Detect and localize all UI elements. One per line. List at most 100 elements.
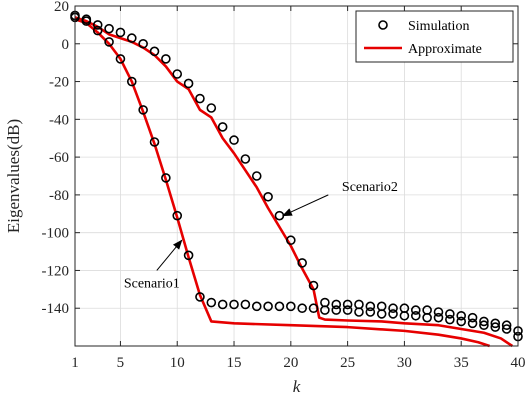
- data-point-simulation: [365, 301, 376, 312]
- x-tick-label: 35: [454, 355, 469, 371]
- data-point-simulation: [126, 76, 137, 87]
- series-line-approximate: [74, 16, 514, 348]
- annotations: Scenario2 Scenario1: [124, 180, 398, 291]
- data-point-simulation: [501, 320, 512, 331]
- data-point-simulation: [274, 301, 285, 312]
- x-tick-label: 15: [227, 355, 242, 371]
- data-point-simulation: [251, 301, 262, 312]
- data-point-simulation: [263, 191, 273, 202]
- y-tick-label: -100: [42, 226, 70, 242]
- data-point-simulation: [92, 25, 103, 36]
- data-point-simulation: [240, 299, 251, 310]
- data-point-simulation: [206, 103, 217, 113]
- axes-box: [74, 5, 519, 347]
- series-line-approximate: [74, 17, 491, 348]
- data-point-simulation: [115, 54, 126, 64]
- data-point-simulation: [388, 303, 398, 314]
- y-axis-label: Eigenvalues(dB): [4, 119, 23, 233]
- data-point-simulation: [206, 297, 217, 308]
- data-point-simulation: [183, 78, 194, 89]
- y-tick-label: -120: [42, 263, 70, 279]
- data-point-simulation: [308, 280, 319, 291]
- x-tick-label: 1: [71, 355, 79, 371]
- annotation-label-scenario2: Scenario2: [342, 180, 398, 195]
- y-tick-label: -80: [49, 188, 69, 204]
- grid: [74, 5, 519, 346]
- data-point-simulation: [445, 309, 455, 319]
- data-point-simulation: [479, 320, 489, 331]
- legend: Simulation Approximate: [355, 10, 514, 63]
- data-point-simulation: [501, 324, 512, 334]
- data-point-simulation: [138, 105, 148, 115]
- data-point-simulation: [217, 122, 228, 132]
- data-point-simulation: [490, 322, 501, 332]
- data-point-simulation: [104, 23, 114, 34]
- data-point-simulation: [433, 307, 444, 317]
- data-point-simulation: [388, 309, 398, 319]
- x-tick-label: 20: [283, 355, 298, 371]
- data-point-simulation: [81, 16, 92, 26]
- x-axis-label: k: [293, 377, 301, 396]
- data-point-simulation: [297, 258, 307, 268]
- axes: 1 5 10 15 20 25 30 35 40200-20-40-60-80-100-120-…: [4, 0, 526, 396]
- data-point-simulation: [115, 27, 126, 38]
- data-point-simulation: [445, 314, 455, 325]
- data-point-simulation: [308, 303, 319, 314]
- data-point-simulation: [229, 135, 239, 145]
- annotation-arrow: [156, 239, 183, 271]
- data-point-simulation: [263, 301, 273, 312]
- y-tick-label: -60: [49, 150, 69, 166]
- data-point-simulation: [467, 318, 478, 329]
- data-point-simulation: [376, 309, 387, 319]
- x-tick-label: 40: [511, 355, 526, 371]
- data-point-simulation: [342, 299, 353, 310]
- data-point-simulation: [149, 137, 160, 147]
- data-point-simulation: [104, 37, 114, 47]
- data-point-simulation: [320, 305, 330, 315]
- data-point-simulation: [183, 250, 194, 261]
- data-point-simulation: [410, 305, 421, 315]
- y-tick-label: -20: [49, 75, 69, 91]
- data-point-simulation: [251, 171, 262, 181]
- data-point-simulation: [161, 54, 171, 64]
- data-point-simulation: [274, 210, 285, 221]
- data-point-simulation: [149, 46, 160, 57]
- legend-box: [355, 10, 514, 63]
- data-point-simulation: [217, 299, 228, 310]
- legend-marker-simulation: [378, 20, 388, 30]
- x-tick-label: 10: [170, 355, 185, 371]
- data-point-simulation: [126, 33, 137, 43]
- data-point-simulation: [229, 299, 239, 310]
- data-point-simulation: [286, 235, 296, 246]
- y-tick-label: 0: [62, 37, 70, 53]
- data-point-simulation: [331, 299, 342, 310]
- y-tick-label: -140: [42, 301, 70, 317]
- data-point-simulation: [342, 305, 353, 315]
- data-point-simulation: [297, 303, 307, 314]
- y-tick-label: 20: [54, 0, 69, 15]
- data-point-simulation: [138, 38, 148, 49]
- data-point-simulation: [286, 301, 296, 312]
- data-point-simulation: [331, 305, 342, 315]
- data-point-simulation: [161, 173, 171, 183]
- data-point-simulation: [456, 310, 467, 321]
- data-point-simulation: [467, 312, 478, 323]
- data-point-simulation: [365, 307, 376, 317]
- x-tick-label: 30: [397, 355, 412, 371]
- data-point-simulation: [92, 20, 103, 30]
- data-point-simulation: [399, 310, 410, 321]
- y-tick-label: -40: [49, 112, 69, 128]
- x-tick-label: 25: [340, 355, 355, 371]
- data-point-simulation: [172, 210, 183, 221]
- data-point-simulation: [490, 318, 501, 329]
- data-point-simulation: [354, 307, 364, 317]
- data-point-simulation: [195, 93, 205, 104]
- data-point-simulation: [240, 154, 251, 164]
- annotation-arrow: [281, 194, 329, 217]
- data-point-simulation: [456, 316, 467, 327]
- data-point-simulation: [433, 312, 444, 323]
- annotation-label-scenario1: Scenario1: [124, 276, 180, 291]
- data-point-simulation: [195, 292, 205, 302]
